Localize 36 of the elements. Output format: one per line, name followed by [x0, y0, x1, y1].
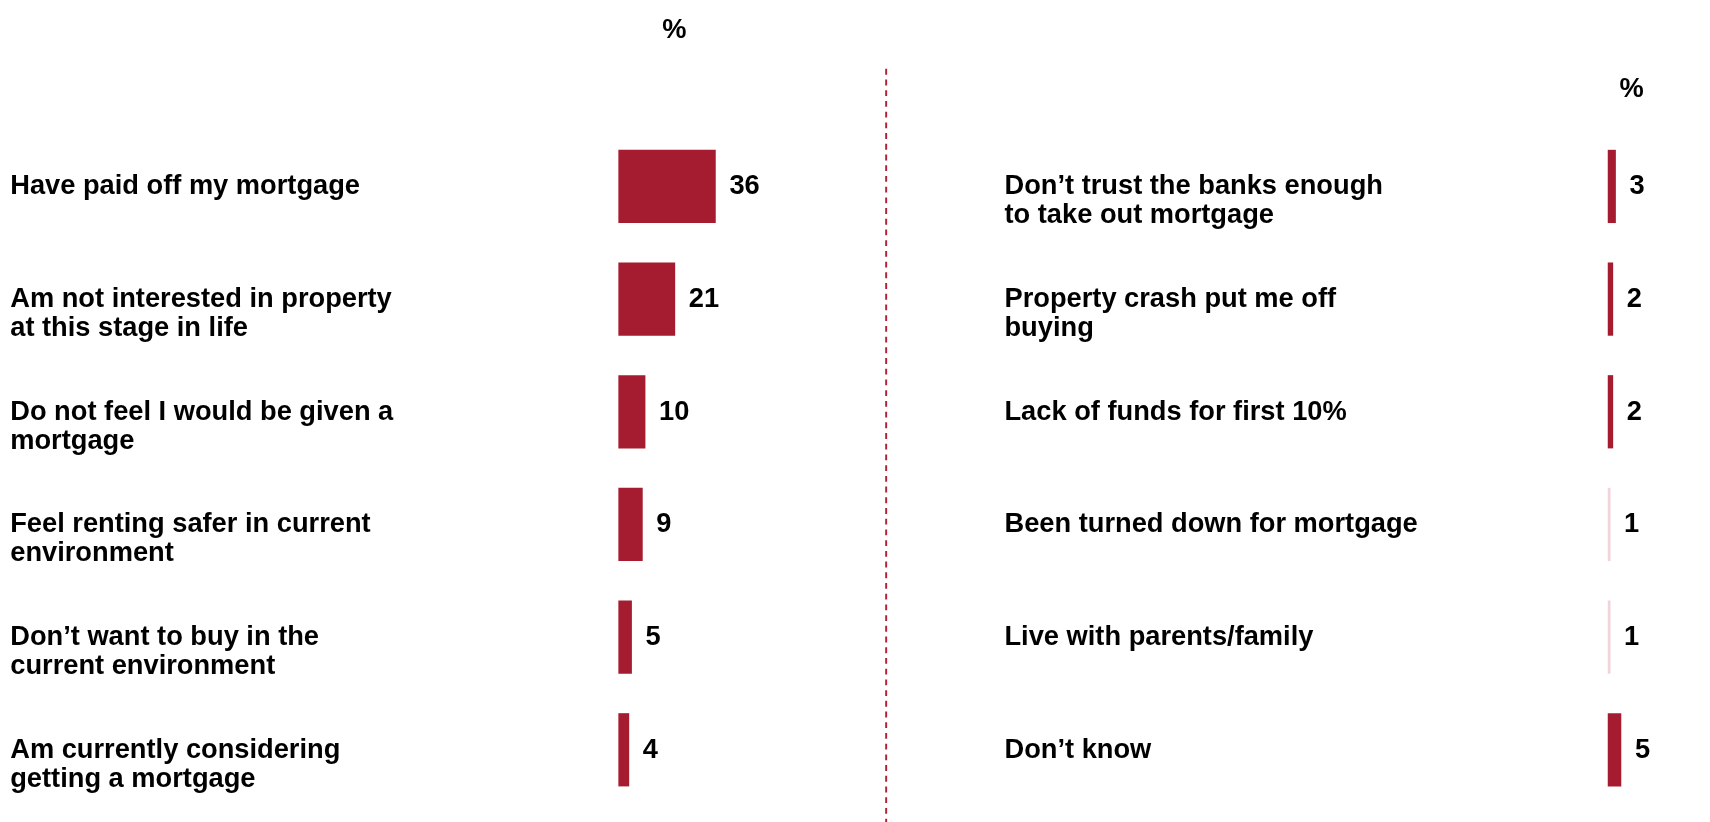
y-tick-label: Live with parents/family	[1004, 619, 1315, 651]
bar	[618, 149, 716, 224]
data-label: 2	[1626, 281, 1642, 313]
data-label: 1	[1624, 507, 1640, 539]
y-tick-label: Don’t want to buy in the current environment	[10, 619, 320, 681]
y-tick-label: Property crash put me off buying	[1004, 281, 1338, 343]
chart-title: %	[1619, 72, 1644, 104]
y-tick-label: Have paid off my mortgage	[10, 169, 361, 201]
data-label: 4	[642, 732, 659, 764]
bar	[618, 600, 632, 674]
data-label: 9	[656, 507, 672, 539]
data-label: 5	[1634, 732, 1651, 764]
y-tick-label: Don’t trust the banks enough to take out mortgage	[1004, 169, 1383, 230]
bar	[618, 375, 646, 449]
bar	[1607, 262, 1614, 336]
data-label: 36	[729, 169, 760, 201]
y-tick-label: Lack of funds for first 10%	[1004, 394, 1347, 426]
y-tick-label: Am currently considering getting a mortgage	[10, 732, 341, 793]
bar	[1607, 713, 1622, 787]
y-tick-label: Do not feel I would be given a mortgage	[10, 394, 395, 455]
data-label: 3	[1629, 169, 1645, 201]
data-label: 5	[645, 619, 661, 651]
data-label: 1	[1624, 619, 1640, 651]
y-tick-label: Am not interested in property at this stage in life	[10, 281, 393, 343]
y-tick-label: Feel renting safer in current environment	[10, 507, 371, 568]
y-tick-label: Been turned down for mortgage	[1004, 507, 1418, 539]
chart-title: %	[662, 12, 687, 44]
bar	[1607, 375, 1614, 449]
bar	[1607, 149, 1616, 224]
y-tick-label: Don’t know	[1004, 732, 1153, 764]
data-label: 10	[659, 394, 690, 426]
bar	[618, 262, 676, 336]
bar	[618, 713, 630, 787]
data-label: 21	[688, 281, 720, 313]
bar	[618, 487, 643, 562]
data-label: 2	[1626, 394, 1642, 426]
